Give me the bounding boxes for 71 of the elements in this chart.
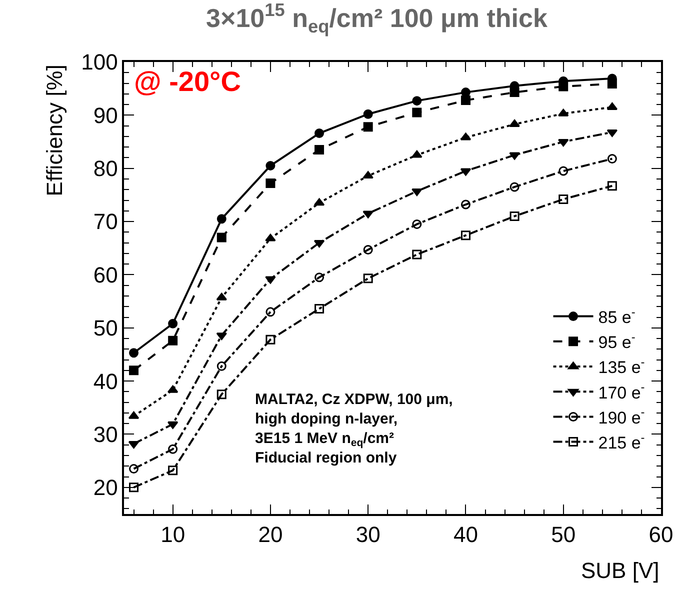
point [558, 166, 568, 176]
point [607, 154, 617, 164]
point [509, 152, 520, 160]
point [168, 318, 178, 328]
y-tick-label: 70 [93, 209, 118, 234]
point [216, 361, 226, 371]
point [216, 390, 226, 400]
point [168, 466, 178, 476]
point [412, 250, 422, 260]
legend-label: 85 e$^{-}$ [598, 304, 636, 327]
point [607, 181, 617, 191]
point [509, 119, 520, 127]
point [363, 122, 373, 132]
point [266, 160, 276, 170]
point [314, 128, 324, 138]
point [168, 444, 178, 454]
legend-label: 215 e$^{-}$ [598, 430, 645, 452]
annotation: MALTA2, Cz XDPW, 100 μm, high doping n-layer, 3E15 1 MeV n$_{eq}$/cm² Fiducial region only [255, 391, 453, 466]
x-tick-label: 50 [551, 522, 576, 548]
x-axis-title: SUB [V] [581, 558, 660, 583]
annotation: @ -20°C [134, 66, 241, 97]
y-tick-label: 90 [93, 102, 118, 128]
point [362, 210, 374, 218]
point [363, 109, 373, 119]
legend-label: 135 e$^{-}$ [598, 355, 645, 378]
point [265, 276, 276, 284]
point [314, 272, 324, 282]
point [558, 194, 568, 204]
point [129, 482, 139, 492]
y-tick-label: 60 [93, 262, 118, 288]
x-tick-label: 30 [356, 522, 380, 548]
point [412, 188, 422, 196]
x-tick-label: 60 [648, 522, 674, 548]
point [460, 230, 470, 240]
y-tick-label: 30 [93, 422, 118, 447]
point [168, 336, 178, 346]
y-tick-label: 20 [93, 475, 118, 500]
y-axis-title: Efficiency [%] [42, 64, 68, 196]
point [363, 274, 373, 284]
point [412, 108, 422, 118]
y-tick-label: 40 [93, 368, 118, 394]
point [412, 219, 422, 229]
point [412, 150, 422, 158]
point [266, 307, 276, 317]
x-tick-label: 10 [160, 522, 186, 548]
y-tick-label: 100 [81, 50, 118, 75]
point [265, 234, 276, 242]
point [363, 244, 373, 254]
legend-label: 190 e$^{-}$ [598, 405, 645, 428]
point [129, 366, 139, 376]
point [510, 182, 520, 192]
point [362, 171, 374, 179]
chart-title: 3×10$^{15}$ n$_{eq}$/cm² 100 μm thick [206, 0, 548, 37]
point [412, 96, 422, 106]
point [460, 200, 470, 210]
y-tick-label: 80 [93, 156, 118, 182]
y-tick-label: 50 [93, 316, 118, 341]
point [129, 464, 139, 474]
point [266, 334, 276, 344]
point [314, 144, 324, 154]
x-tick-label: 20 [258, 522, 283, 548]
point [510, 211, 520, 221]
point [129, 348, 139, 358]
legend-label: 170 e$^{-}$ [598, 380, 645, 402]
legend-label: 95 e$^{-}$ [598, 330, 636, 352]
point [460, 96, 470, 106]
point [266, 178, 276, 188]
point [314, 304, 324, 314]
point [216, 214, 226, 224]
point [216, 232, 226, 242]
x-tick-label: 40 [453, 522, 478, 548]
